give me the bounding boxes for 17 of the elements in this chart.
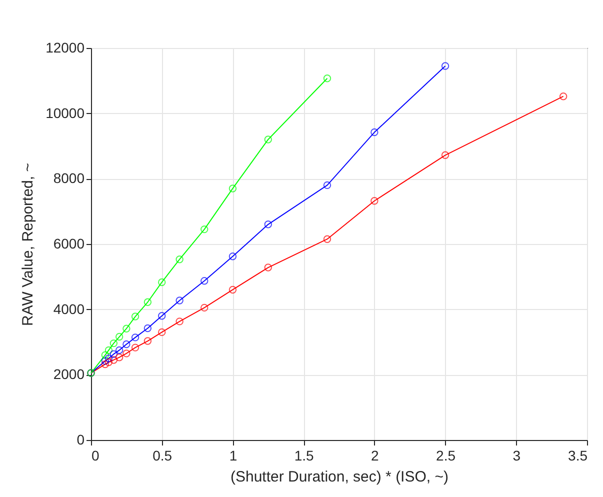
y-tick-label: 6000 xyxy=(53,236,85,252)
y-tick-label: 10000 xyxy=(46,104,85,121)
x-tick-label: 1.5 xyxy=(294,448,314,464)
y-axis-title: RAW Value, Reported, ~ xyxy=(20,162,37,326)
y-tick-label: 2000 xyxy=(53,366,85,382)
y-tick-label: 0 xyxy=(76,432,85,448)
y-tick-label: 4000 xyxy=(53,300,85,317)
x-tick-label: 3.5 xyxy=(568,448,588,464)
x-tick-label: 0 xyxy=(92,448,100,464)
x-tick-label: 1 xyxy=(229,448,238,464)
x-tick-label: 2.5 xyxy=(436,448,456,464)
y-tick-label: 8000 xyxy=(53,170,85,186)
x-tick-label: 3 xyxy=(512,448,521,464)
x-tick-label: 2 xyxy=(371,448,380,464)
y-tick-label: 12000 xyxy=(46,40,85,56)
x-axis-title: (Shutter Duration, sec) * (ISO, ~) xyxy=(230,468,448,486)
x-tick-label: 0.5 xyxy=(152,448,172,464)
